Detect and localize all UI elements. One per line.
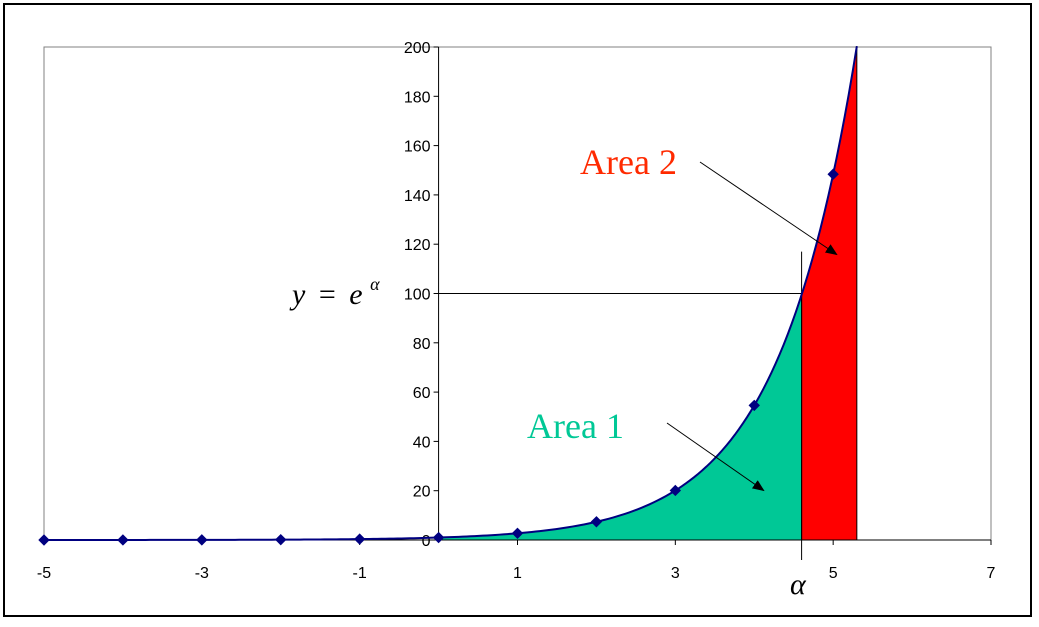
y-tick-label: 80 [413, 336, 431, 353]
area-2-arrow [699, 161, 838, 256]
y-tick-label: 200 [404, 40, 431, 57]
area-1-label: Area 1 [527, 406, 624, 446]
alpha-axis-label: α [790, 568, 807, 601]
x-ticks: -5 -3 -1 1 3 5 7 [37, 540, 996, 582]
y-tick-label: 40 [413, 434, 431, 451]
data-point-marker [590, 516, 603, 528]
data-point-marker [432, 531, 445, 544]
y-tick-label: 20 [413, 484, 431, 501]
data-point-marker [748, 399, 760, 412]
y-tick-label: 180 [404, 89, 431, 106]
data-point-marker [669, 484, 682, 497]
y-tick-label: 160 [404, 139, 431, 156]
data-point-marker [511, 527, 524, 540]
x-tick-label: -5 [37, 565, 51, 582]
x-tick-label: 3 [671, 565, 680, 582]
data-point-marker [38, 534, 50, 546]
equation-label: y = e α [289, 274, 380, 311]
y-tick-label: 60 [413, 385, 431, 402]
exponential-curve [43, 46, 858, 541]
y-tick-label: 120 [404, 237, 431, 254]
data-point-marker [827, 168, 839, 180]
y-tick-label: 100 [404, 287, 431, 304]
data-point-marker [196, 534, 208, 546]
data-point-marker [275, 533, 287, 546]
x-tick-label: 1 [513, 565, 522, 582]
data-point-marker [117, 534, 129, 546]
y-ticks: 0 20 40 60 80 100 120 140 160 180 200 [404, 40, 439, 550]
x-tick-label: 5 [829, 565, 838, 582]
x-tick-label: 7 [987, 565, 996, 582]
x-tick-label: -3 [195, 565, 209, 582]
data-point-marker [353, 533, 366, 545]
x-tick-label: -1 [353, 565, 367, 582]
area-2-label: Area 2 [580, 142, 677, 182]
data-markers [38, 168, 839, 546]
y-tick-label: 140 [404, 188, 431, 205]
y-tick-label: 0 [422, 533, 431, 550]
area-1-arrow [666, 422, 765, 492]
